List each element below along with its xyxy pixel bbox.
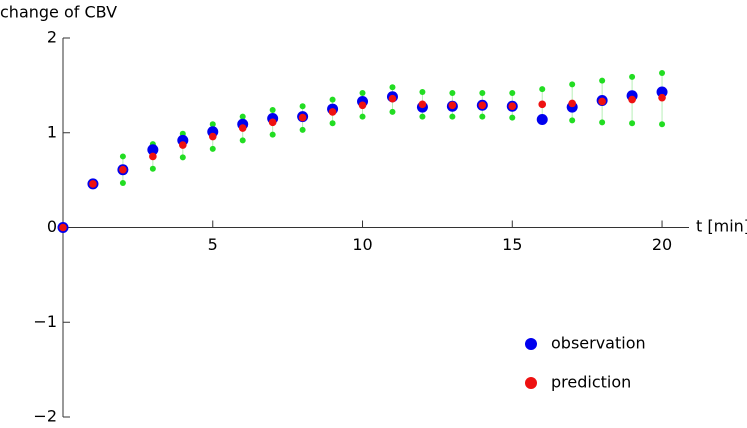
point <box>449 113 456 120</box>
point <box>389 84 396 91</box>
point <box>599 77 606 84</box>
x-tick-label: 5 <box>208 235 218 254</box>
point <box>329 96 336 103</box>
point <box>209 145 216 152</box>
point <box>89 180 97 188</box>
point <box>479 113 486 120</box>
point <box>149 165 156 172</box>
point <box>119 179 126 186</box>
x-tick-label: 15 <box>502 235 522 254</box>
point <box>388 94 397 103</box>
y-tick-label: 1 <box>47 122 57 141</box>
point <box>598 97 606 106</box>
y-tick-label: −1 <box>33 312 57 331</box>
point <box>239 137 246 144</box>
point <box>239 113 246 120</box>
point <box>358 101 367 110</box>
point <box>269 107 276 114</box>
point <box>149 152 157 161</box>
y-tick-label: 0 <box>47 217 57 236</box>
point <box>418 100 427 109</box>
point <box>449 89 456 96</box>
point <box>269 131 276 138</box>
legend-marker <box>525 338 537 350</box>
y-tick-label: 2 <box>47 28 57 47</box>
point <box>147 144 159 156</box>
legend-label: observation <box>551 334 646 353</box>
y-tick-label: −2 <box>33 407 57 426</box>
point <box>629 73 636 80</box>
point <box>536 113 548 125</box>
point <box>389 108 396 115</box>
point <box>119 165 127 174</box>
legend-label: prediction <box>551 373 631 392</box>
point <box>509 89 516 96</box>
point <box>628 95 636 104</box>
point <box>569 81 576 88</box>
point <box>659 121 666 128</box>
point <box>59 223 67 232</box>
point <box>599 119 606 126</box>
x-tick-label: 10 <box>352 235 372 254</box>
point <box>359 113 366 120</box>
point <box>328 108 337 116</box>
point <box>656 86 668 98</box>
point <box>629 120 636 127</box>
point <box>268 118 277 127</box>
x-tick-label: 20 <box>652 235 672 254</box>
point <box>329 120 336 127</box>
point <box>179 154 186 161</box>
point <box>508 102 517 111</box>
point <box>299 103 306 110</box>
point <box>509 114 516 121</box>
point <box>419 113 426 120</box>
point <box>478 101 487 110</box>
point <box>419 89 426 96</box>
y-axis-label: change of CBV <box>0 3 117 22</box>
point <box>179 141 187 149</box>
point <box>539 86 546 93</box>
point <box>238 124 247 132</box>
point <box>538 100 547 109</box>
point <box>208 132 217 141</box>
x-axis-label: t [min] <box>696 217 747 236</box>
point <box>119 153 126 160</box>
point <box>448 101 457 110</box>
legend-marker <box>525 377 537 389</box>
point <box>659 70 666 77</box>
point <box>658 93 666 102</box>
point <box>568 99 576 108</box>
point <box>298 113 307 122</box>
point <box>569 117 576 124</box>
point <box>209 121 216 128</box>
point <box>479 89 486 96</box>
point <box>359 89 366 96</box>
point <box>299 126 306 133</box>
